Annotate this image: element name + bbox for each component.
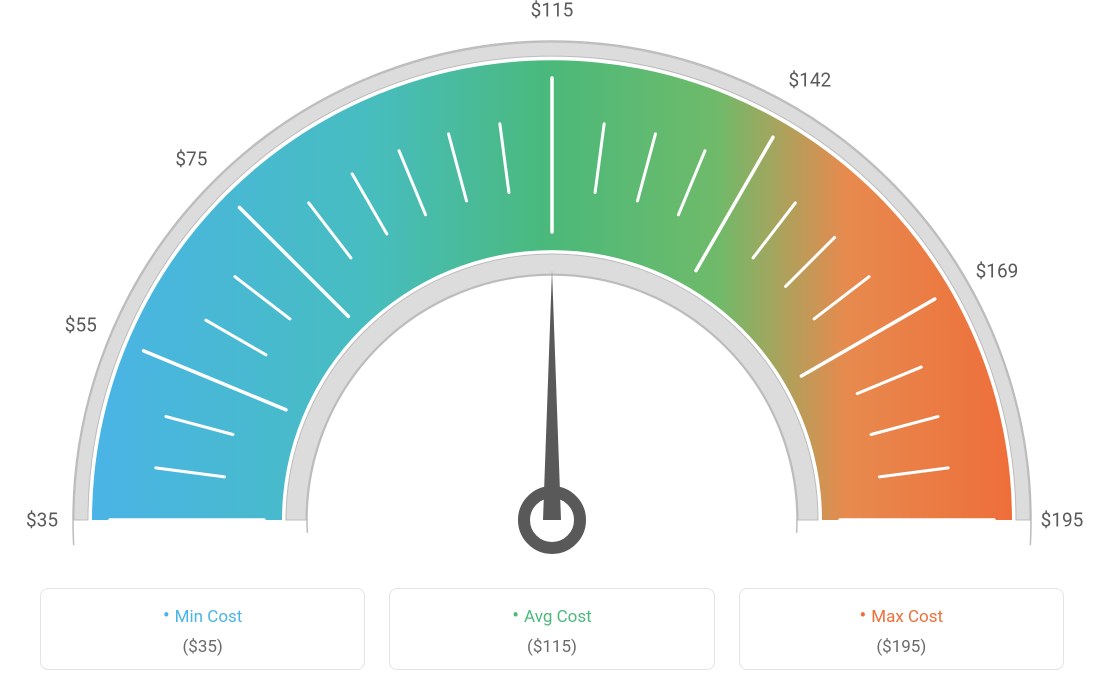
legend-row: Min Cost ($35) Avg Cost ($115) Max Cost …: [40, 588, 1064, 670]
gauge-tick-label: $142: [789, 69, 832, 92]
cost-gauge-chart: $35 $55 $75 $115 $142 $169 $195 Min Cost ($35)…: [0, 0, 1104, 690]
legend-avg-value: ($115): [400, 637, 703, 657]
gauge-tick-label: $195: [1041, 509, 1084, 532]
gauge-area: $35 $55 $75 $115 $142 $169 $195: [0, 0, 1104, 560]
gauge-tick-label: $35: [26, 509, 58, 532]
gauge-needle: [543, 270, 561, 520]
legend-card-min: Min Cost ($35): [40, 588, 365, 670]
gauge-svg: [0, 0, 1104, 560]
gauge-tick-label: $115: [531, 0, 574, 22]
legend-min-label: Min Cost: [51, 603, 354, 627]
legend-min-value: ($35): [51, 637, 354, 657]
gauge-tick-label: $55: [65, 313, 97, 336]
legend-card-avg: Avg Cost ($115): [389, 588, 714, 670]
gauge-tick-label: $169: [976, 259, 1019, 282]
legend-card-max: Max Cost ($195): [739, 588, 1064, 670]
legend-avg-label: Avg Cost: [400, 603, 703, 627]
gauge-tick-label: $75: [175, 148, 207, 171]
legend-max-label: Max Cost: [750, 603, 1053, 627]
legend-max-value: ($195): [750, 637, 1053, 657]
